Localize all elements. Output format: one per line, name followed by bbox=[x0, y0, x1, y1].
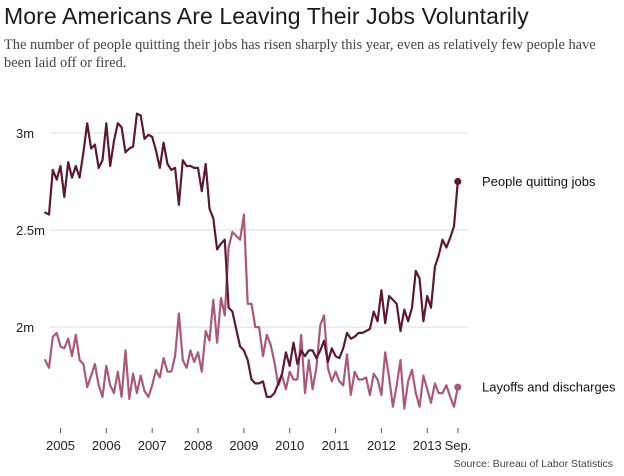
x-tick-label: 2006 bbox=[92, 438, 121, 453]
y-axis-ticks: 3m 2.5m 2m bbox=[16, 126, 45, 335]
x-tick-label: Sep. bbox=[445, 438, 472, 453]
x-tick-label: 2012 bbox=[367, 438, 396, 453]
y-tick-label: 2.5m bbox=[16, 223, 45, 238]
x-axis-ticks: 2005 2006 2007 2008 2009 2010 2011 2012 2013 Sep. bbox=[46, 428, 471, 453]
x-tick-label: 2013 bbox=[413, 438, 442, 453]
end-point-quits bbox=[454, 177, 462, 186]
series-label-layoffs: Layoffs and discharges bbox=[482, 380, 616, 395]
series-line-layoffs bbox=[44, 213, 459, 410]
source-note: Source: Bureau of Labor Statistics bbox=[453, 458, 613, 470]
y-tick-label: 2m bbox=[16, 320, 34, 335]
x-tick-label: 2009 bbox=[229, 438, 258, 453]
series bbox=[44, 112, 462, 410]
x-tick-label: 2008 bbox=[184, 438, 213, 453]
x-tick-label: 2005 bbox=[46, 438, 75, 453]
chart-subtitle: The number of people quitting their jobs… bbox=[4, 37, 596, 71]
grid bbox=[50, 132, 468, 328]
end-point-layoffs bbox=[454, 383, 462, 391]
x-tick-label: 2011 bbox=[322, 438, 350, 453]
series-line-quits bbox=[44, 112, 459, 398]
series-labels: Layoffs and discharges People quitting jo… bbox=[482, 174, 616, 395]
y-tick-label: 3m bbox=[16, 126, 34, 141]
x-tick-label: 2010 bbox=[275, 438, 304, 453]
chart-title: More Americans Are Leaving Their Jobs Vo… bbox=[4, 3, 529, 29]
series-label-quits: People quitting jobs bbox=[482, 174, 596, 189]
x-tick-label: 2007 bbox=[138, 438, 167, 453]
